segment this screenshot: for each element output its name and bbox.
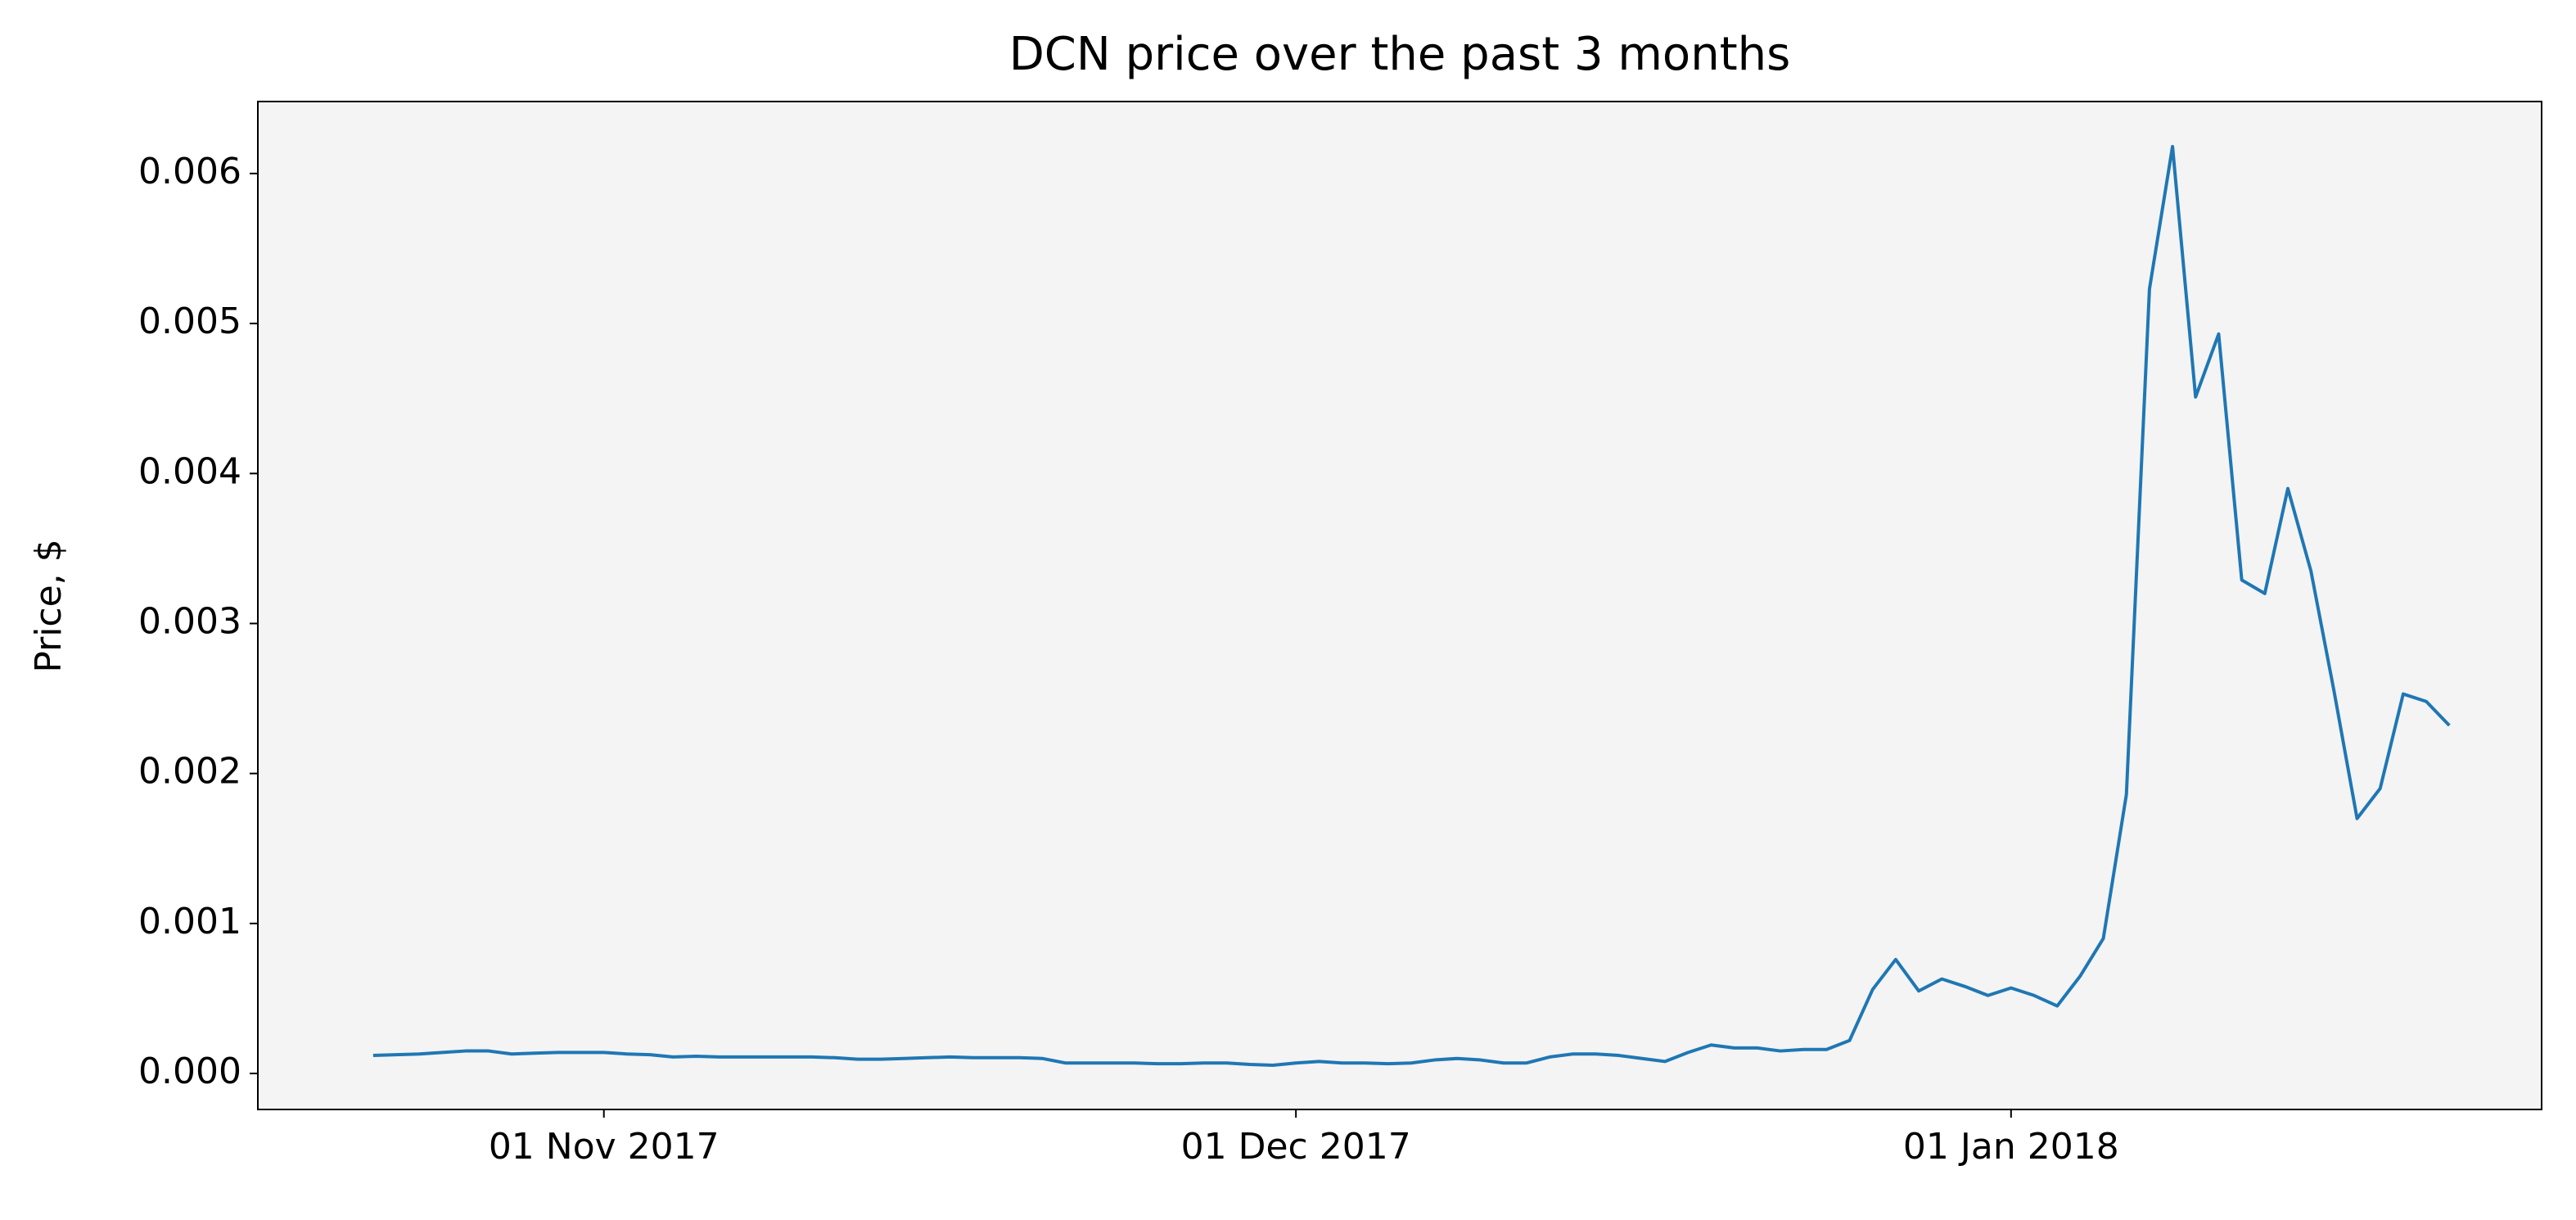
chart-title: DCN price over the past 3 months xyxy=(1009,28,1791,81)
y-tick-label: 0.002 xyxy=(138,751,241,793)
y-tick-label: 0.003 xyxy=(138,600,241,642)
y-tick-label: 0.000 xyxy=(138,1051,241,1092)
y-tick-label: 0.001 xyxy=(138,901,241,942)
y-tick-label: 0.004 xyxy=(138,450,241,492)
x-tick-label: 01 Jan 2018 xyxy=(1903,1126,2119,1168)
price-line xyxy=(372,144,2451,1067)
plot-background xyxy=(258,102,2542,1109)
plot-frame xyxy=(257,101,2542,1110)
y-tick-label: 0.005 xyxy=(138,300,241,342)
y-tick-label: 0.006 xyxy=(138,151,241,192)
y-axis-label: Price, $ xyxy=(28,539,70,672)
x-tick-label: 01 Dec 2017 xyxy=(1181,1126,1411,1168)
x-tick-label: 01 Nov 2017 xyxy=(489,1126,720,1168)
